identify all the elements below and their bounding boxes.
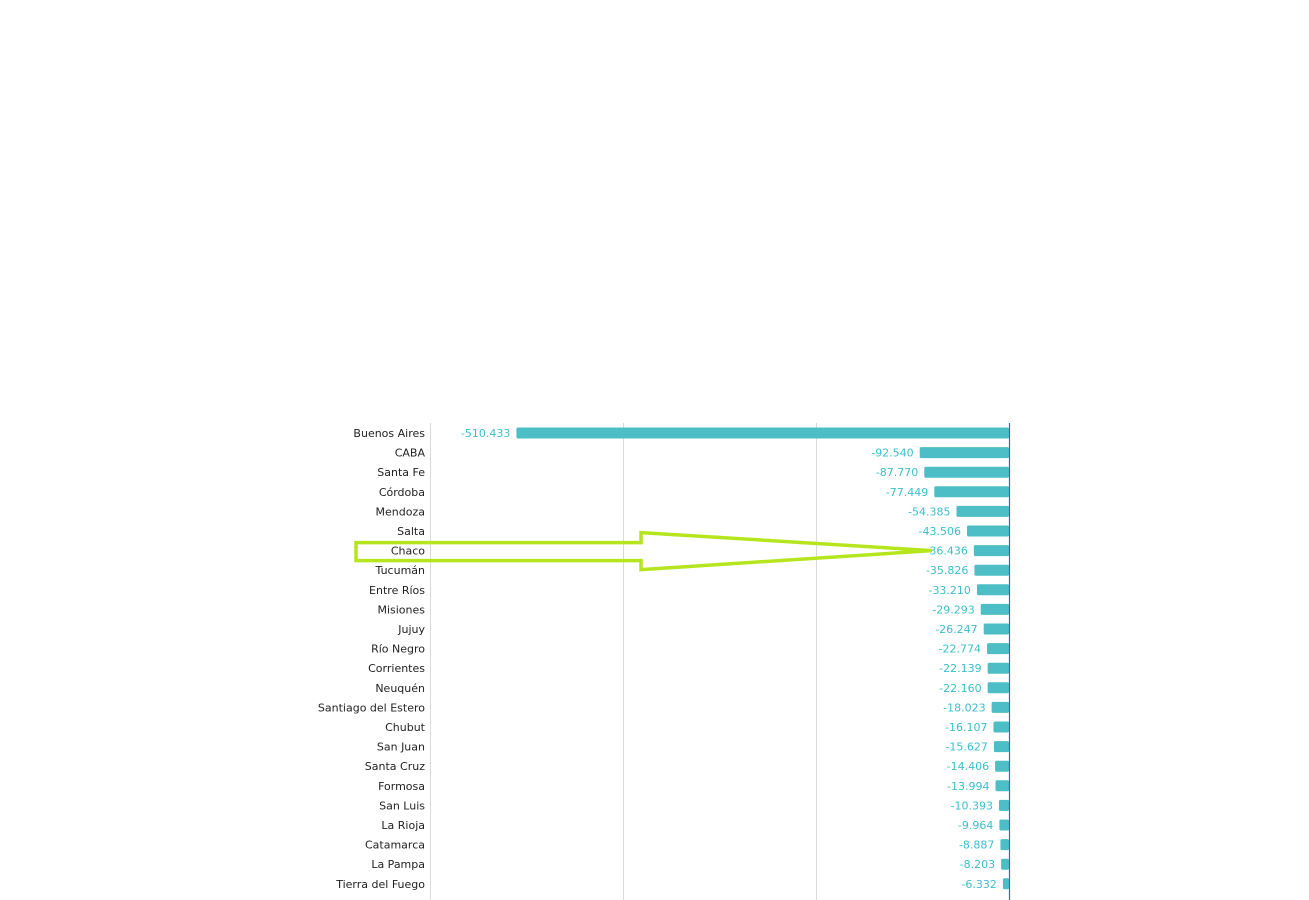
bar	[967, 525, 1009, 537]
data-label: -92.540	[871, 447, 913, 460]
category-label: Corrientes	[368, 662, 425, 675]
data-label: -29.293	[932, 603, 974, 616]
data-label: -18.023	[943, 701, 985, 714]
category-label: Buenos Aires	[353, 427, 425, 440]
category-label: San Juan	[377, 741, 425, 754]
data-label: -6.332	[961, 878, 996, 891]
annotation-layer	[354, 530, 932, 572]
bar	[995, 780, 1009, 792]
category-label: Córdoba	[379, 486, 425, 499]
bar	[987, 682, 1009, 694]
category-label: Chaco	[391, 545, 425, 558]
data-label: -510.433	[461, 427, 510, 440]
bar	[1000, 839, 1009, 851]
category-label: CABA	[395, 447, 426, 460]
category-label: La Rioja	[381, 819, 425, 832]
data-label: -8.203	[960, 858, 995, 871]
bar	[516, 427, 1009, 439]
bar	[924, 466, 1009, 478]
bar	[995, 760, 1009, 772]
category-label: Salta	[397, 525, 425, 538]
bar	[993, 741, 1009, 753]
bar	[974, 564, 1009, 576]
category-label: Santa Cruz	[365, 760, 425, 773]
category-label: San Luis	[379, 799, 425, 812]
category-label: Chubut	[385, 721, 426, 734]
category-label: Santa Fe	[377, 466, 425, 479]
bar	[1001, 858, 1009, 870]
data-label: -8.887	[959, 839, 994, 852]
bar	[1002, 878, 1009, 890]
bar	[991, 701, 1009, 713]
category-label: Formosa	[378, 780, 425, 793]
category-label: Río Negro	[371, 643, 425, 656]
bar	[934, 486, 1009, 498]
category-label: Catamarca	[365, 839, 425, 852]
category-label: Neuquén	[375, 682, 425, 695]
grid-layer	[430, 423, 817, 900]
bar	[983, 623, 1009, 635]
bar	[999, 819, 1009, 831]
bar	[987, 643, 1009, 655]
data-label: -9.964	[958, 819, 993, 832]
bar	[993, 721, 1009, 733]
data-label: -36.436	[925, 545, 967, 558]
data-label: -87.770	[876, 466, 918, 479]
data-label: -13.994	[947, 780, 989, 793]
category-label: Mendoza	[376, 505, 425, 518]
bar	[976, 584, 1009, 596]
category-label-layer: Buenos Aires CABA Santa Fe Córdoba Mendoza Sa…	[318, 427, 426, 891]
annotation-arrow	[354, 530, 932, 572]
data-label: -35.826	[926, 564, 968, 577]
data-label: -22.160	[939, 682, 981, 695]
bar-layer	[516, 427, 1009, 890]
bar	[956, 505, 1009, 517]
bar	[987, 662, 1009, 674]
bar	[973, 545, 1009, 557]
bar	[919, 447, 1009, 459]
value-label-layer: -510.433 -92.540 -87.770 -77.449 -54.385 -43.…	[461, 427, 997, 891]
data-label: -10.393	[951, 799, 993, 812]
category-label: La Pampa	[371, 858, 425, 871]
category-label: Jujuy	[397, 623, 425, 636]
category-label: Tierra del Fuego	[335, 878, 425, 891]
bar	[980, 603, 1009, 615]
data-label: -16.107	[945, 721, 987, 734]
data-label: -33.210	[928, 584, 970, 597]
data-label: -54.385	[908, 505, 950, 518]
category-label: Entre Ríos	[369, 584, 425, 597]
category-label: Misiones	[377, 603, 425, 616]
data-label: -26.247	[935, 623, 977, 636]
bar	[998, 799, 1009, 811]
data-label: -43.506	[919, 525, 961, 538]
data-label: -77.449	[886, 486, 928, 499]
data-label: -14.406	[947, 760, 989, 773]
category-label: Tucumán	[375, 564, 425, 577]
category-label: Santiago del Estero	[318, 701, 425, 714]
data-label: -22.139	[939, 662, 981, 675]
data-label: -15.627	[945, 741, 987, 754]
data-label: -22.774	[939, 643, 981, 656]
